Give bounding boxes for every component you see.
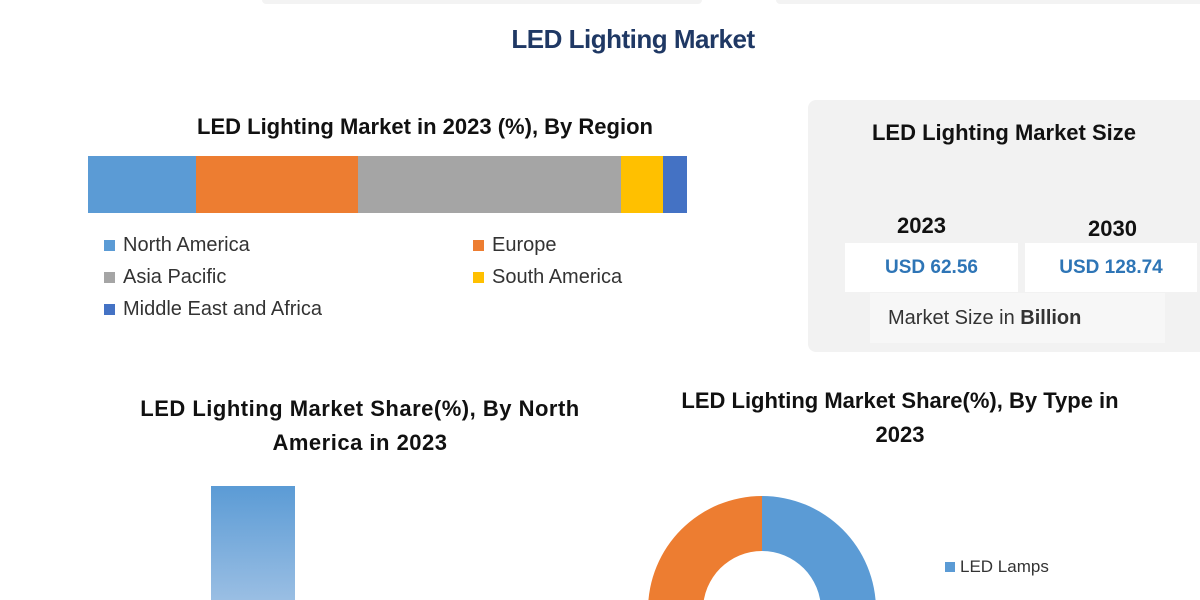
- segment-europe: [195, 156, 358, 213]
- page-title: LED Lighting Market: [511, 24, 755, 54]
- legend-led-lamps: LED Lamps: [945, 557, 1049, 577]
- value-2023: USD 62.56: [845, 243, 1018, 292]
- market-size-title: LED Lighting Market Size: [871, 120, 1137, 145]
- region-chart-title: LED Lighting Market in 2023 (%), By Regi…: [197, 114, 653, 139]
- unit-label: Market Size in Billion: [870, 293, 1165, 343]
- legend-north-america: North America: [104, 234, 250, 257]
- segment-south-america: [621, 156, 663, 213]
- legend-asia-pacific: Asia Pacific: [104, 266, 226, 289]
- legend-swatch: [104, 240, 115, 251]
- donut-slice-led-lamps: [762, 496, 876, 600]
- year-2023: 2023: [897, 213, 946, 238]
- segment-middle-east-and-africa: [663, 156, 687, 213]
- north-america-bar-chart: [211, 486, 295, 600]
- segment-asia-pacific: [357, 156, 622, 213]
- north-america-chart-title: LED Lighting Market Share(%), By North A…: [140, 396, 580, 455]
- legend-swatch: [945, 562, 955, 572]
- legend-middle-east-africa: Middle East and Africa: [104, 298, 322, 321]
- legend-swatch: [473, 240, 484, 251]
- top-card-left: [262, 0, 702, 4]
- legend-swatch: [104, 304, 115, 315]
- value-2030: USD 128.74: [1025, 243, 1197, 292]
- type-donut-chart: [648, 496, 876, 600]
- year-2030: 2030: [1088, 216, 1137, 241]
- legend-europe: Europe: [473, 234, 557, 257]
- region-stacked-bar: [88, 156, 687, 213]
- bar-north-america: [211, 486, 295, 600]
- type-chart-title: LED Lighting Market Share(%), By Type in…: [681, 388, 1119, 447]
- donut-slice-other: [648, 496, 762, 600]
- top-card-right: [776, 0, 1200, 4]
- segment-north-america: [88, 156, 196, 213]
- legend-swatch: [473, 272, 484, 283]
- legend-swatch: [104, 272, 115, 283]
- legend-south-america: South America: [473, 266, 622, 289]
